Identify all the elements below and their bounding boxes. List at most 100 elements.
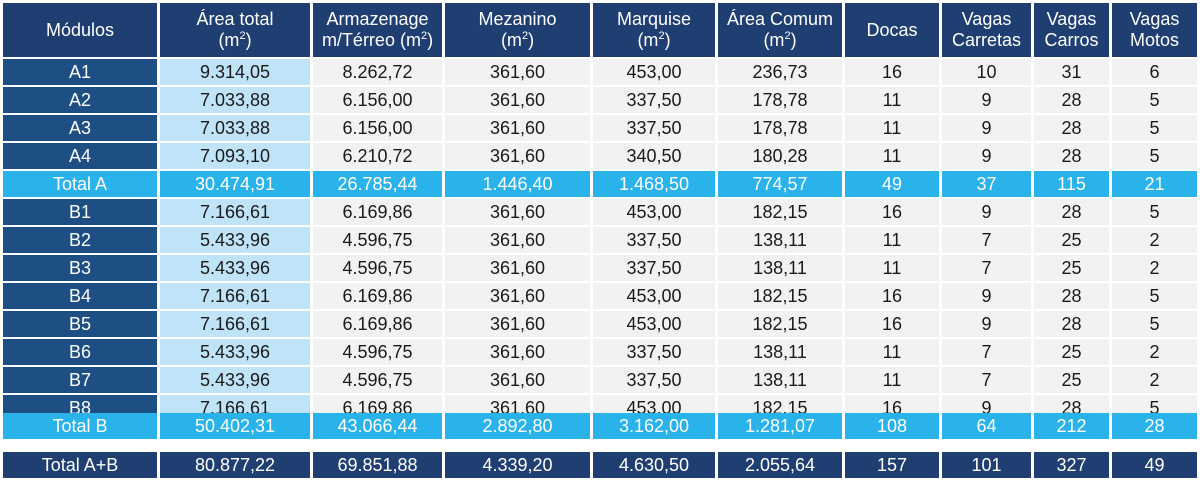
cell-vagas-carros: 212 xyxy=(1034,413,1109,439)
cell-vagas-carretas: 37 xyxy=(942,171,1031,197)
cell-modules: A4 xyxy=(3,143,157,169)
cell-vagas-carretas: 9 xyxy=(942,311,1031,337)
cell-vagas-motos: 5 xyxy=(1112,311,1197,337)
cell-armazenagem: 43.066,44 xyxy=(313,413,442,439)
cell-vagas-motos: 2 xyxy=(1112,367,1197,393)
cell-vagas-carretas: 9 xyxy=(942,199,1031,225)
table-row: A2 7.033,88 6.156,00 361,60 337,50 178,78 11 9 2… xyxy=(0,87,1200,113)
cell-armazenagem: 6.210,72 xyxy=(313,143,442,169)
cell-vagas-carros: 327 xyxy=(1034,452,1109,478)
table-row: B6 5.433,96 4.596,75 361,60 337,50 138,11 11 7 2… xyxy=(0,339,1200,365)
cell-marquise: 1.468,50 xyxy=(593,171,715,197)
table-row: A1 9.314,05 8.262,72 361,60 453,00 236,73 16 10… xyxy=(0,59,1200,85)
header-label: Módulos xyxy=(45,19,115,40)
cell-vagas-carros: 28 xyxy=(1034,283,1109,309)
cell-vagas-carretas: 9 xyxy=(942,87,1031,113)
cell-marquise: 337,50 xyxy=(593,87,715,113)
cell-vagas-carros: 28 xyxy=(1034,143,1109,169)
cell-area-comum: 1.281,07 xyxy=(718,413,842,439)
subtotal-row: Total B 50.402,31 43.066,44 2.892,80 3.162,0… xyxy=(0,413,1200,439)
header-label: Armazenage xyxy=(326,9,429,29)
header-area-comum: Área Comum (m2) xyxy=(718,3,842,57)
cell-vagas-carros: 25 xyxy=(1034,227,1109,253)
cell-vagas-motos: 2 xyxy=(1112,227,1197,253)
cell-vagas-motos: 21 xyxy=(1112,171,1197,197)
cell-vagas-motos: 6 xyxy=(1112,59,1197,85)
cell-vagas-carros: 31 xyxy=(1034,59,1109,85)
cell-area-comum: 138,11 xyxy=(718,367,842,393)
cell-armazenagem: 4.596,75 xyxy=(313,367,442,393)
cell-docas: 11 xyxy=(845,115,939,141)
table-row: B5 7.166,61 6.169,86 361,60 453,00 182,15 16 9 2… xyxy=(0,311,1200,337)
table-row: A3 7.033,88 6.156,00 361,60 337,50 178,78 11 9 2… xyxy=(0,115,1200,141)
cell-vagas-motos: 49 xyxy=(1112,452,1197,478)
cell-marquise: 453,00 xyxy=(593,59,715,85)
cell-vagas-carretas: 7 xyxy=(942,339,1031,365)
cell-docas: 11 xyxy=(845,339,939,365)
cell-area-comum: 138,11 xyxy=(718,255,842,281)
cell-area-comum: 138,11 xyxy=(718,339,842,365)
cell-mezanino: 361,60 xyxy=(445,59,590,85)
cell-docas: 11 xyxy=(845,87,939,113)
cell-modules: B6 xyxy=(3,339,157,365)
cell-marquise: 337,50 xyxy=(593,115,715,141)
cell-mezanino: 361,60 xyxy=(445,283,590,309)
cell-vagas-motos: 2 xyxy=(1112,255,1197,281)
header-vagas-carros: Vagas Carros xyxy=(1034,3,1109,57)
cell-area-comum: 180,28 xyxy=(718,143,842,169)
cell-mezanino: 361,60 xyxy=(445,115,590,141)
cell-area-total: 80.877,22 xyxy=(160,452,310,478)
cell-mezanino: 361,60 xyxy=(445,199,590,225)
cell-marquise: 337,50 xyxy=(593,255,715,281)
cell-modules: Total B xyxy=(3,413,157,439)
cell-area-comum: 182,15 xyxy=(718,199,842,225)
cell-marquise: 340,50 xyxy=(593,143,715,169)
cell-modules: A2 xyxy=(3,87,157,113)
cell-armazenagem: 4.596,75 xyxy=(313,339,442,365)
cell-modules: A3 xyxy=(3,115,157,141)
cell-area-comum: 182,15 xyxy=(718,283,842,309)
cell-modules: A1 xyxy=(3,59,157,85)
cell-area-comum: 182,15 xyxy=(718,311,842,337)
header-unit: (m2) xyxy=(763,30,797,50)
cell-vagas-carretas: 64 xyxy=(942,413,1031,439)
cell-docas: 16 xyxy=(845,311,939,337)
cell-vagas-motos: 5 xyxy=(1112,87,1197,113)
cell-area-comum: 774,57 xyxy=(718,171,842,197)
cell-vagas-carretas: 9 xyxy=(942,283,1031,309)
header-unit: Carros xyxy=(1044,30,1099,50)
cell-vagas-carros: 25 xyxy=(1034,367,1109,393)
cell-mezanino: 1.446,40 xyxy=(445,171,590,197)
header-unit: (m2) xyxy=(637,30,671,50)
cell-area-comum: 178,78 xyxy=(718,87,842,113)
header-vagas-carretas: Vagas Carretas xyxy=(942,3,1031,57)
cell-area-total: 5.433,96 xyxy=(160,367,310,393)
cell-docas: 16 xyxy=(845,199,939,225)
cell-vagas-carretas: 10 xyxy=(942,59,1031,85)
cell-docas: 49 xyxy=(845,171,939,197)
header-mezanino: Mezanino (m2) xyxy=(445,3,590,57)
cell-docas: 16 xyxy=(845,283,939,309)
cell-mezanino: 361,60 xyxy=(445,339,590,365)
cell-docas: 11 xyxy=(845,367,939,393)
cell-vagas-motos: 28 xyxy=(1112,413,1197,439)
cell-armazenagem: 4.596,75 xyxy=(313,227,442,253)
cell-vagas-carretas: 9 xyxy=(942,115,1031,141)
header-docas: Docas xyxy=(845,3,939,57)
cell-marquise: 453,00 xyxy=(593,199,715,225)
header-unit: Carretas xyxy=(951,30,1022,50)
cell-vagas-carretas: 7 xyxy=(942,255,1031,281)
cell-vagas-motos: 5 xyxy=(1112,115,1197,141)
cell-mezanino: 361,60 xyxy=(445,143,590,169)
cell-docas: 108 xyxy=(845,413,939,439)
header-marquise: Marquise (m2) xyxy=(593,3,715,57)
cell-mezanino: 4.339,20 xyxy=(445,452,590,478)
cell-area-total: 5.433,96 xyxy=(160,339,310,365)
cell-area-comum: 2.055,64 xyxy=(718,452,842,478)
cell-area-total: 7.166,61 xyxy=(160,311,310,337)
cell-modules: B5 xyxy=(3,311,157,337)
cell-vagas-carros: 28 xyxy=(1034,115,1109,141)
header-unit: m/Térreo (m2) xyxy=(321,30,434,50)
cell-area-total: 5.433,96 xyxy=(160,255,310,281)
cell-armazenagem: 6.169,86 xyxy=(313,283,442,309)
